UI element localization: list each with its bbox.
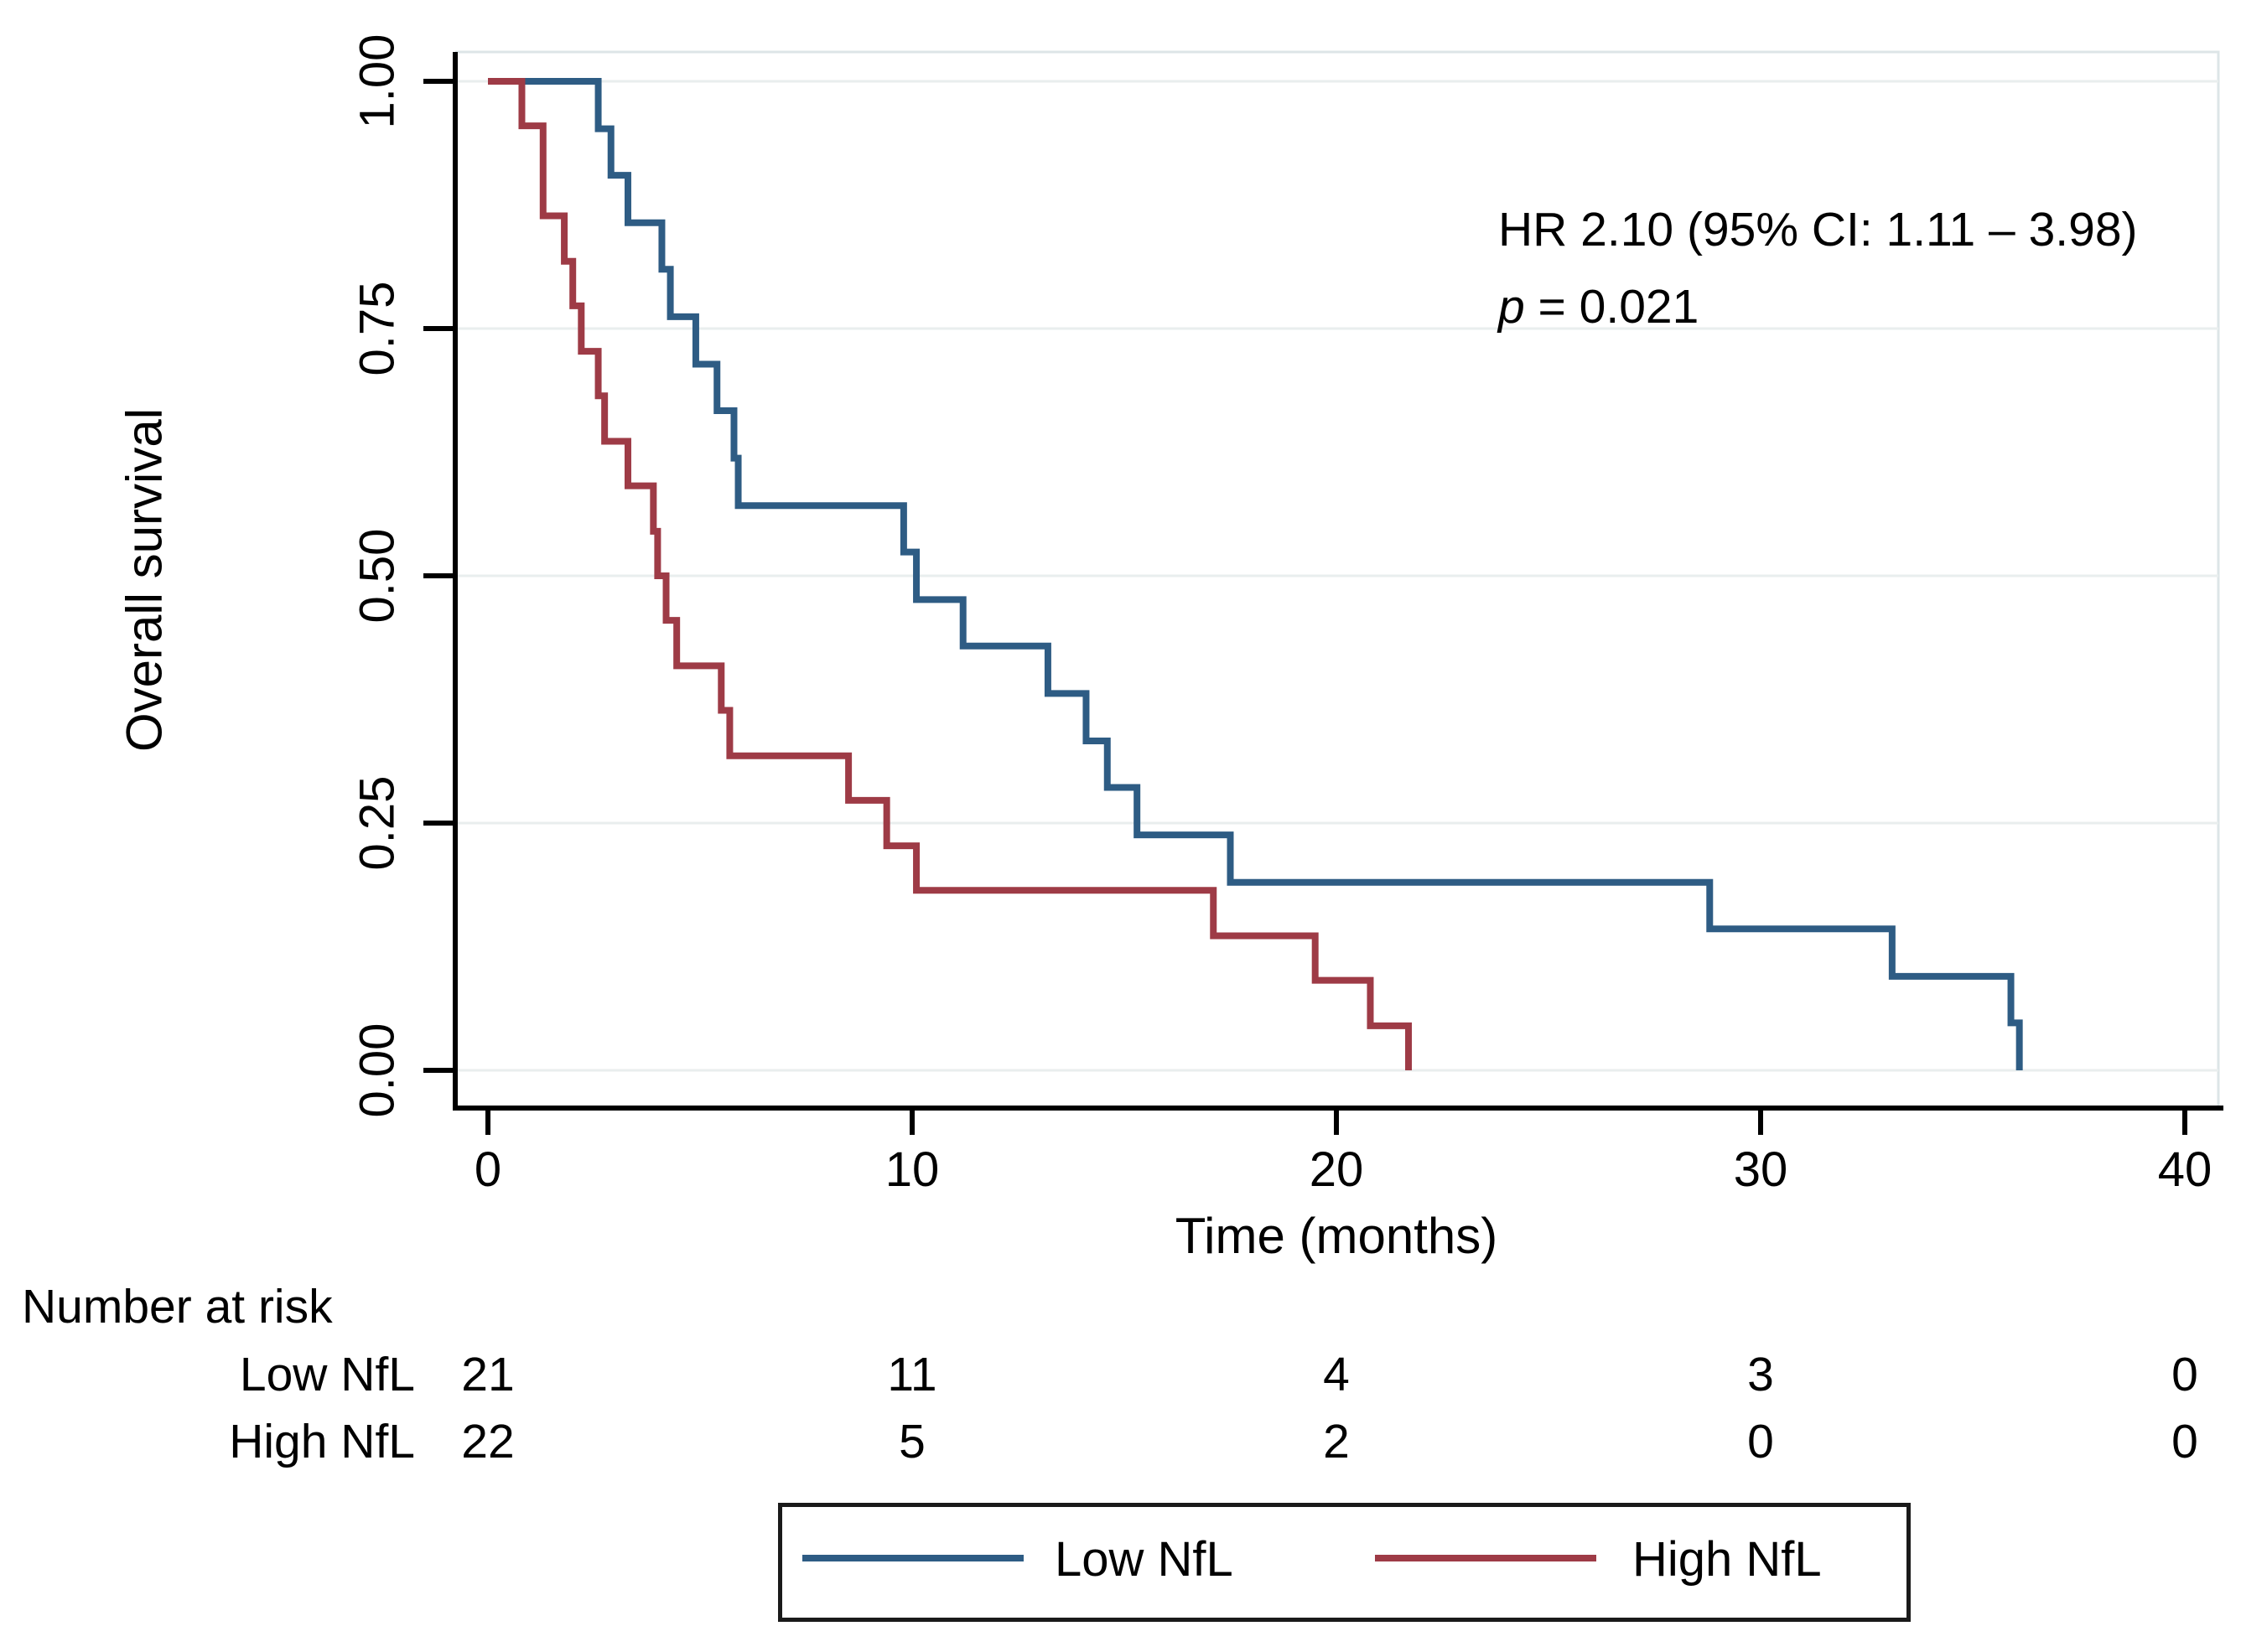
y-tick-label-0.50: 0.50: [350, 528, 405, 624]
risk-row-label-high-nfl: High NfL: [229, 1415, 415, 1468]
y-axis-title: Overall survival: [116, 407, 173, 753]
low-nfl-curve: [488, 78, 2023, 1070]
legend-swatch-low-nfl: [802, 1555, 1024, 1561]
risk-table-title: Number at risk: [22, 1280, 333, 1334]
legend-label-low-nfl: Low NfL: [1055, 1532, 1233, 1587]
x-tick-label-0: 0: [474, 1142, 502, 1197]
x-tick-label-20: 20: [1309, 1142, 1364, 1197]
x-axis-title: Time (months): [1175, 1208, 1498, 1264]
x-tick-label-10: 10: [884, 1142, 940, 1197]
risk-row-label-low-nfl: Low NfL: [239, 1348, 415, 1401]
plot-border: [455, 50, 2220, 1108]
risk-value-high-nfl-t30: 0: [1747, 1415, 1774, 1468]
risk-value-high-nfl-t20: 2: [1323, 1415, 1350, 1468]
risk-value-high-nfl-t40: 0: [2171, 1415, 2198, 1468]
risk-value-high-nfl-t0: 22: [461, 1415, 515, 1468]
y-tick-label-0.75: 0.75: [350, 281, 405, 376]
p-value-annotation: p = 0.021: [1498, 283, 1699, 331]
x-tick-label-30: 30: [1733, 1142, 1788, 1197]
risk-value-high-nfl-t10: 5: [899, 1415, 926, 1468]
p-value-text: = 0.021: [1524, 280, 1699, 334]
high-nfl-curve: [488, 78, 1413, 1070]
legend-box: [778, 1503, 1911, 1622]
risk-value-low-nfl-t30: 3: [1747, 1348, 1774, 1401]
legend-swatch-high-nfl: [1375, 1555, 1596, 1561]
risk-value-low-nfl-t0: 21: [461, 1348, 515, 1401]
x-tick-label-40: 40: [2157, 1142, 2212, 1197]
risk-value-low-nfl-t20: 4: [1323, 1348, 1350, 1401]
legend-label-high-nfl: High NfL: [1632, 1532, 1822, 1587]
p-symbol: p: [1498, 280, 1525, 334]
y-tick-label-1.00: 1.00: [350, 34, 405, 129]
y-tick-label-0.25: 0.25: [350, 775, 405, 871]
risk-value-low-nfl-t40: 0: [2171, 1348, 2198, 1401]
risk-value-low-nfl-t10: 11: [887, 1348, 937, 1401]
hr-annotation: HR 2.10 (95% CI: 1.11 – 3.98): [1498, 203, 2138, 256]
y-tick-label-0.00: 0.00: [350, 1023, 405, 1118]
